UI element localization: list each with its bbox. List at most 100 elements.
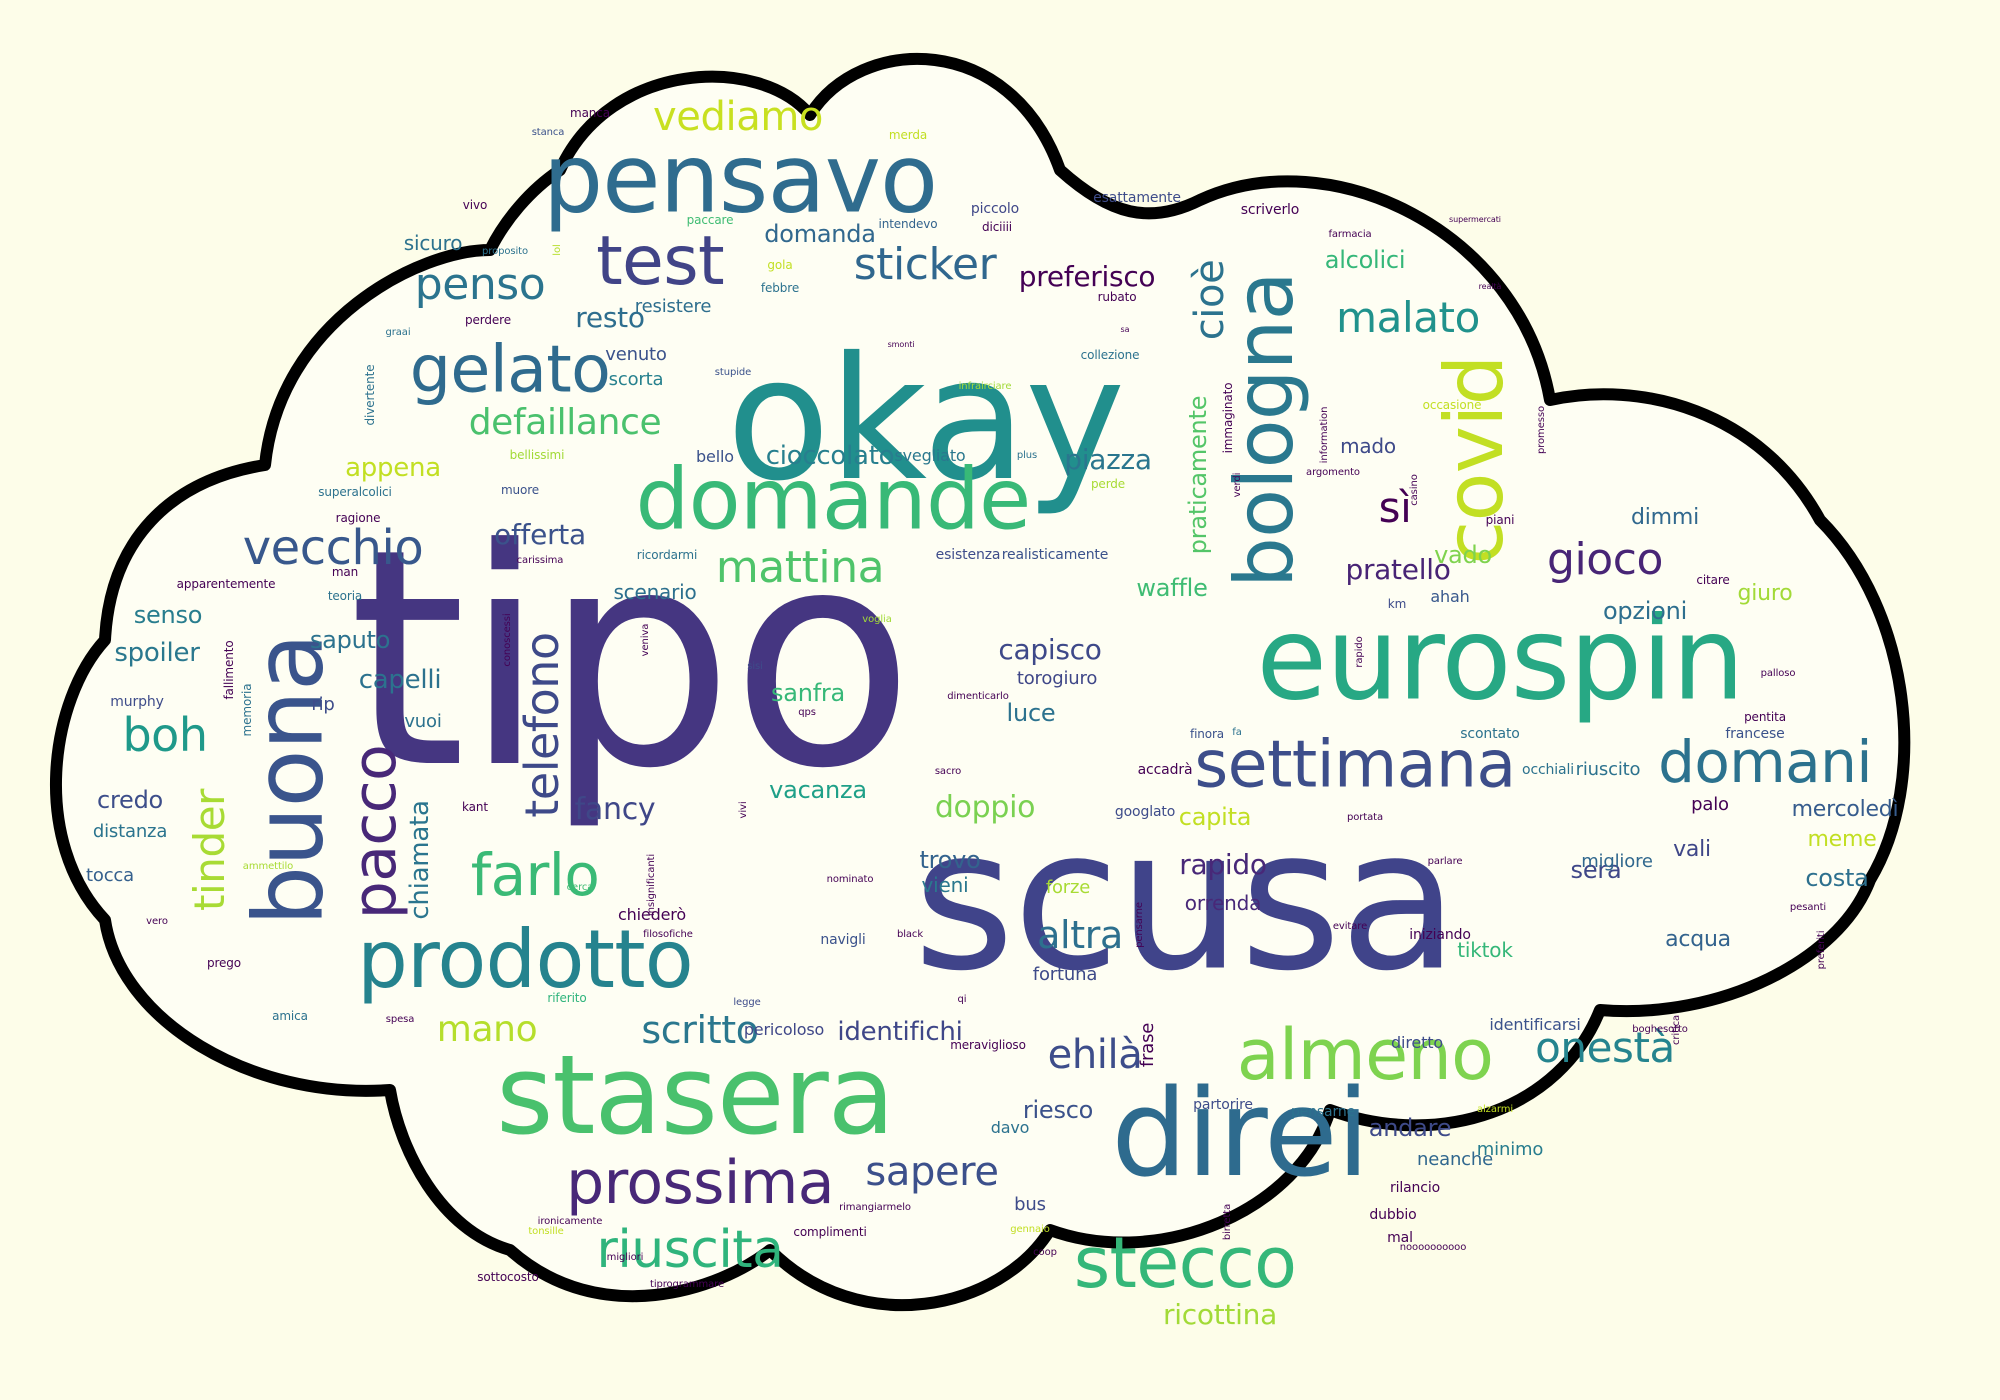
word: kant xyxy=(462,800,488,814)
word: alcolici xyxy=(1324,246,1406,274)
word: ricordarmi xyxy=(636,548,698,562)
word: offerta xyxy=(494,518,586,551)
word: resistere xyxy=(634,296,712,317)
word: lol xyxy=(552,244,563,256)
word: tocca xyxy=(86,865,134,886)
word: vado xyxy=(1434,541,1492,569)
word: capisco xyxy=(998,633,1102,666)
word: verdi xyxy=(1232,472,1243,498)
word: stecco xyxy=(1073,1222,1297,1304)
word: mattina xyxy=(715,542,885,593)
word: okay xyxy=(726,321,1125,519)
word: davo xyxy=(990,1118,1030,1137)
word: distanza xyxy=(92,821,168,842)
word: sticker xyxy=(853,239,997,290)
word: praticamente xyxy=(1184,395,1212,555)
word: amica xyxy=(272,1009,308,1023)
word: gioco xyxy=(1547,534,1663,585)
word: mercoledì xyxy=(1791,797,1899,822)
word: farlo xyxy=(470,841,600,909)
word: andare xyxy=(1368,1114,1452,1142)
word: promesso xyxy=(1536,406,1547,454)
word: fortuna xyxy=(1032,964,1098,985)
word: perdere xyxy=(465,313,511,327)
word: sicuro xyxy=(403,231,463,255)
word: piani xyxy=(1485,513,1515,527)
word: scritto xyxy=(641,1008,759,1052)
word: birretta xyxy=(1222,1203,1233,1241)
word: sottocosto xyxy=(477,1270,539,1284)
word: information xyxy=(1319,406,1330,464)
word: vieni xyxy=(921,873,969,897)
word: gennaio xyxy=(1010,1224,1050,1235)
word: tinder xyxy=(185,788,234,912)
word: apparentemente xyxy=(176,577,276,591)
word: legge xyxy=(733,997,761,1008)
word: qi xyxy=(957,994,967,1005)
word: fancy xyxy=(574,792,656,827)
word: dubbio xyxy=(1369,1207,1417,1223)
word: coop xyxy=(1033,1247,1057,1258)
word: fa xyxy=(1232,727,1242,738)
word: stanca xyxy=(531,127,565,138)
word: torogiuro xyxy=(1016,668,1098,689)
word: km xyxy=(1387,597,1407,611)
word: cioè xyxy=(1187,259,1233,341)
word: sacro xyxy=(934,766,962,777)
word: rapido xyxy=(1354,636,1365,668)
word: pesanti xyxy=(1789,902,1827,913)
word: palo xyxy=(1691,794,1729,815)
word: bus xyxy=(1014,1194,1046,1215)
word: domanda xyxy=(764,220,876,248)
word: ricottina xyxy=(1163,1298,1277,1331)
word: vero xyxy=(146,916,168,927)
word: evitare xyxy=(1332,921,1368,932)
word: realisticamente xyxy=(1001,547,1109,563)
word: neanche xyxy=(1416,1149,1494,1170)
word: bello xyxy=(696,447,734,466)
word: scontato xyxy=(1460,726,1520,742)
word: portata xyxy=(1347,812,1383,823)
word: rilancio xyxy=(1389,1180,1441,1196)
word: trovo xyxy=(919,846,981,874)
word: pacco xyxy=(340,744,410,920)
word: insignificanti xyxy=(646,853,657,917)
word: man xyxy=(331,565,359,579)
word: pericoloso xyxy=(743,1020,825,1039)
word: graai xyxy=(385,327,411,338)
word: boh xyxy=(122,708,208,762)
word: palloso xyxy=(1760,668,1796,679)
word: preferisco xyxy=(1018,260,1156,293)
word: plus xyxy=(1016,450,1038,461)
word: migliori xyxy=(606,1252,644,1263)
word: supermercati xyxy=(1449,215,1501,224)
word: pensarne xyxy=(1134,902,1145,948)
word: telefono xyxy=(515,632,569,818)
word: pensavo xyxy=(542,124,938,235)
word: pratello xyxy=(1345,553,1451,586)
word: riuscita xyxy=(596,1220,784,1280)
word: sanfra xyxy=(770,679,846,707)
word: febbre xyxy=(760,281,800,295)
word: scusa xyxy=(913,786,1459,1014)
word: venuto xyxy=(605,344,667,365)
word: piccolo xyxy=(970,201,1020,217)
word: collezione xyxy=(1080,348,1140,362)
word: memoria xyxy=(240,683,254,737)
word: opzioni xyxy=(1602,597,1688,625)
word: citare xyxy=(1696,573,1730,587)
word: muore xyxy=(500,483,540,497)
word: meraviglioso xyxy=(950,1038,1026,1052)
word: identifichi xyxy=(837,1017,963,1047)
word: acqua xyxy=(1665,927,1731,952)
word: tonsille xyxy=(528,1226,564,1237)
word: stupide xyxy=(714,367,752,378)
word: meme xyxy=(1807,827,1877,852)
word: spesa xyxy=(385,1014,415,1025)
word: finora xyxy=(1189,727,1225,741)
word: googlato xyxy=(1114,804,1176,820)
word: credo xyxy=(96,786,164,814)
word: accadrà xyxy=(1137,762,1193,778)
word: partorire xyxy=(1193,1097,1253,1113)
